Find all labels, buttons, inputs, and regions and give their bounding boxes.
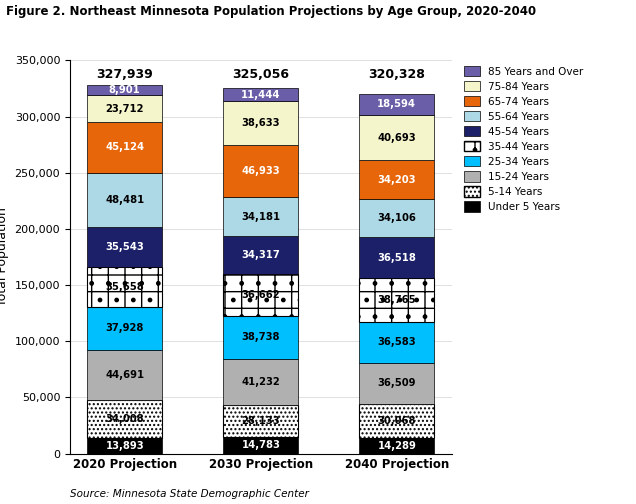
Bar [223,437,298,454]
Text: 40,693: 40,693 [378,133,416,143]
Legend: 85 Years and Over, 75-84 Years, 65-74 Years, 55-64 Years, 45-54 Years, 35-44 Yea: 85 Years and Over, 75-84 Years, 65-74 Ye… [464,66,584,212]
Text: 46,933: 46,933 [242,166,280,176]
Bar [359,437,434,454]
Bar [359,322,434,363]
Text: 38,738: 38,738 [242,332,280,342]
Text: 41,232: 41,232 [242,377,280,387]
Text: 34,317: 34,317 [242,250,280,260]
Bar [223,101,298,145]
Text: 36,662: 36,662 [242,290,280,300]
Text: 36,518: 36,518 [377,253,416,263]
Bar [223,405,298,437]
Text: 320,328: 320,328 [368,68,425,81]
Text: 11,444: 11,444 [241,90,280,100]
Bar [359,237,434,278]
Text: 18,594: 18,594 [377,99,417,109]
Text: Source: Minnesota State Demographic Center: Source: Minnesota State Demographic Cent… [70,489,309,499]
Bar [359,404,434,437]
Bar [87,95,162,122]
Text: 325,056: 325,056 [232,68,289,81]
Text: 327,939: 327,939 [96,68,153,81]
Text: 34,203: 34,203 [378,174,416,184]
Text: 14,783: 14,783 [241,440,280,450]
Y-axis label: Total Population: Total Population [0,208,9,306]
Text: 36,509: 36,509 [378,379,416,388]
Bar [223,236,298,274]
Text: 38,765: 38,765 [378,295,416,305]
Bar [223,198,298,236]
Text: 38,633: 38,633 [242,118,280,128]
Bar [87,350,162,400]
Bar [87,400,162,438]
Bar [87,227,162,267]
Bar [223,89,298,101]
Bar [359,199,434,237]
Bar [359,278,434,322]
Text: 36,583: 36,583 [378,337,416,347]
Bar [223,316,298,359]
Text: Figure 2. Northeast Minnesota Population Projections by Age Group, 2020-2040: Figure 2. Northeast Minnesota Population… [6,5,537,18]
Text: 48,481: 48,481 [105,195,144,205]
Bar [87,122,162,172]
Text: 23,712: 23,712 [106,104,144,113]
Bar [359,160,434,199]
Bar [223,274,298,316]
Bar [87,85,162,95]
Bar [87,438,162,454]
Text: 8,901: 8,901 [109,85,141,95]
Text: 14,289: 14,289 [377,440,416,451]
Text: 37,928: 37,928 [106,323,144,333]
Bar [87,307,162,350]
Text: 35,543: 35,543 [106,242,144,252]
Bar [359,115,434,160]
Text: 45,124: 45,124 [105,142,144,152]
Bar [359,94,434,115]
Text: 30,068: 30,068 [378,416,416,426]
Text: 34,008: 34,008 [106,414,144,424]
Bar [359,363,434,404]
Bar [87,267,162,307]
Text: 34,106: 34,106 [377,213,416,223]
Bar [87,172,162,227]
Text: 28,133: 28,133 [242,416,280,426]
Bar [223,145,298,198]
Bar [223,359,298,405]
Text: 44,691: 44,691 [105,370,144,380]
Text: 13,893: 13,893 [106,441,144,451]
Text: 35,658: 35,658 [106,282,144,292]
Text: 34,181: 34,181 [241,212,280,222]
